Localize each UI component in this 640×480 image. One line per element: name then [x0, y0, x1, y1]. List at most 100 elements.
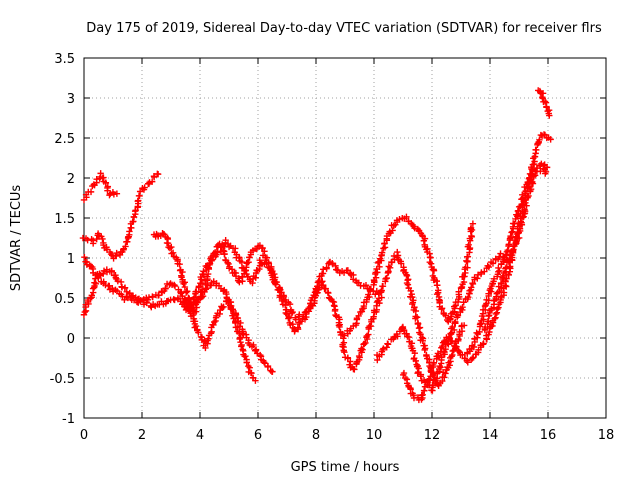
- data-point: [525, 175, 533, 183]
- data-point: [206, 259, 214, 267]
- data-point: [466, 287, 473, 295]
- data-point: [296, 311, 303, 318]
- data-point: [439, 343, 446, 350]
- data-point: [546, 112, 553, 119]
- data-point: [454, 312, 462, 319]
- series-trace-b: [80, 266, 276, 375]
- data-point: [84, 236, 91, 244]
- data-point: [261, 248, 268, 255]
- data-point: [106, 191, 113, 199]
- data-point: [81, 308, 88, 316]
- data-point: [219, 304, 226, 311]
- data-point: [221, 250, 228, 258]
- data-point: [463, 253, 471, 261]
- data-point: [467, 224, 475, 232]
- data-point: [434, 281, 441, 289]
- data-point: [264, 362, 272, 370]
- y-tick-label: -0.5: [50, 372, 75, 387]
- data-point: [269, 368, 276, 375]
- data-point: [371, 278, 378, 285]
- data-point: [378, 294, 385, 301]
- data-point: [211, 318, 218, 326]
- data-point: [474, 271, 482, 279]
- data-point: [232, 311, 240, 318]
- data-point: [93, 235, 100, 243]
- grid-lines: [84, 58, 606, 418]
- data-point: [87, 295, 94, 302]
- data-point: [421, 346, 428, 354]
- series-trace-j: [400, 164, 550, 404]
- data-point: [379, 346, 386, 354]
- data-point: [480, 316, 487, 323]
- data-point: [377, 255, 384, 262]
- series-trace-h: [341, 213, 477, 339]
- data-point: [464, 293, 472, 301]
- x-axis-label: GPS time / hours: [291, 460, 400, 475]
- data-point: [529, 178, 536, 185]
- data-point: [267, 269, 275, 277]
- y-axis-label: SDTVAR / TECUs: [9, 185, 24, 292]
- y-tick-label: 1: [67, 252, 75, 267]
- data-point: [491, 315, 498, 322]
- data-point: [468, 284, 475, 291]
- x-tick-label: 8: [312, 428, 320, 443]
- data-point: [458, 283, 466, 291]
- data-point: [474, 275, 481, 282]
- data-point: [468, 233, 475, 241]
- y-tick-label: 0.5: [54, 292, 75, 307]
- data-point: [394, 248, 401, 256]
- data-point: [403, 213, 410, 221]
- data-point: [122, 243, 129, 250]
- data-point: [383, 344, 390, 351]
- data-point: [478, 269, 485, 276]
- data-point: [154, 171, 162, 178]
- data-point: [465, 241, 472, 248]
- data-point: [195, 284, 202, 291]
- data-point: [285, 314, 293, 321]
- data-point: [460, 278, 468, 286]
- data-point: [135, 295, 143, 303]
- data-point: [505, 241, 513, 248]
- data-point: [430, 359, 438, 366]
- data-point: [414, 320, 422, 327]
- data-point: [469, 280, 477, 288]
- data-point: [166, 244, 174, 252]
- data-point: [184, 288, 191, 295]
- data-point: [239, 346, 246, 353]
- data-point: [386, 228, 393, 235]
- x-axis: 0 2 4 6 8 10 12 14 16 18: [80, 58, 614, 443]
- data-point: [513, 240, 520, 247]
- data-point: [356, 354, 363, 361]
- data-point: [336, 323, 343, 331]
- data-point: [123, 238, 130, 246]
- data-point: [193, 288, 200, 295]
- data-point: [420, 237, 428, 244]
- data-point: [168, 243, 175, 251]
- y-tick-label: 3.5: [54, 52, 75, 67]
- data-point: [286, 300, 294, 308]
- data-point: [489, 260, 497, 267]
- data-point: [121, 284, 129, 292]
- data-point: [460, 322, 468, 329]
- data-point: [414, 369, 421, 377]
- data-point: [543, 164, 551, 171]
- data-point: [448, 337, 456, 345]
- data-point: [87, 188, 95, 196]
- data-point: [365, 331, 372, 338]
- data-point: [171, 296, 178, 304]
- data-point: [362, 281, 370, 289]
- data-point: [350, 365, 357, 373]
- data-point: [493, 305, 501, 313]
- y-tick-label: 2: [67, 172, 75, 187]
- data-point: [380, 345, 387, 352]
- data-point: [102, 281, 109, 289]
- data-point: [257, 351, 264, 359]
- data-point: [135, 197, 142, 204]
- data-point: [542, 168, 550, 176]
- x-tick-label: 14: [482, 428, 499, 443]
- data-point: [214, 249, 221, 256]
- data-point: [507, 232, 514, 240]
- data-point: [271, 270, 278, 278]
- data-point: [367, 285, 375, 293]
- x-tick-label: 2: [138, 428, 146, 443]
